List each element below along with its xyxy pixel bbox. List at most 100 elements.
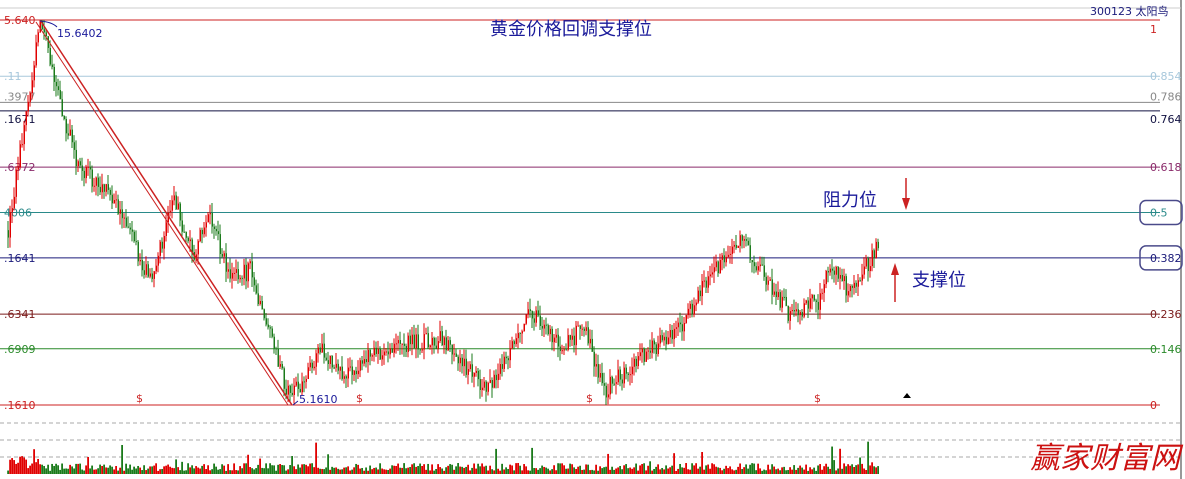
candle-body [461, 357, 463, 367]
candle-body [253, 277, 255, 286]
candle-body [293, 385, 295, 395]
candle-body [269, 327, 271, 329]
stock-code-name: 300123 太阳鸟 [1090, 4, 1169, 18]
volume-bar [531, 447, 533, 474]
volume-bar [417, 465, 419, 474]
candle-body [255, 285, 257, 294]
volume-bar [359, 468, 361, 474]
candle-body [425, 333, 427, 335]
volume-bar [195, 466, 197, 474]
candle-body [121, 209, 123, 219]
candle-body [487, 382, 489, 392]
candle-body [603, 383, 605, 386]
fib-left-label: .6341 [4, 308, 36, 321]
candle-body [715, 261, 717, 268]
volume-bar [615, 468, 617, 474]
volume-bar [243, 463, 245, 474]
candle-body [485, 381, 487, 392]
candle-body [799, 312, 801, 316]
volume-bar [647, 465, 649, 474]
candle-body [601, 373, 603, 384]
volume-bar [819, 464, 821, 474]
volume-bar [845, 466, 847, 474]
volume-bar [313, 467, 315, 474]
volume-bar [829, 468, 831, 474]
candle-body [453, 353, 455, 355]
volume-bar [185, 470, 187, 474]
volume-bar [847, 464, 849, 474]
volume-bar [579, 465, 581, 474]
candle-body [477, 370, 479, 380]
candle-body [171, 200, 173, 211]
candle-body [505, 356, 507, 359]
candle-body [693, 305, 695, 315]
volume-bar [699, 466, 701, 474]
candle-body [107, 184, 109, 190]
candle-body [657, 343, 659, 354]
volume-bar [215, 466, 217, 474]
volume-bar [849, 465, 851, 474]
candle-body [493, 374, 495, 388]
candle-body [585, 327, 587, 331]
volume-bar [435, 469, 437, 474]
candle-body [119, 209, 121, 214]
candle-body [87, 166, 89, 168]
volume-bar [747, 468, 749, 474]
volume-bar [127, 468, 129, 474]
fib-level-box [1139, 199, 1183, 226]
candle-body [863, 266, 865, 275]
volume-bar [375, 467, 377, 474]
volume-bar [875, 467, 877, 474]
volume-bar [605, 466, 607, 474]
candle-body [843, 276, 845, 282]
volume-bar [783, 466, 785, 474]
volume-bar [839, 448, 841, 474]
volume-bar [275, 470, 277, 474]
candle-body [761, 264, 763, 266]
candle-body [417, 334, 419, 350]
candle-body [189, 239, 191, 242]
candle-body [39, 20, 41, 33]
volume-bar [423, 464, 425, 474]
volume-bar [293, 466, 295, 474]
candle-body [779, 292, 781, 308]
volume-bar [181, 461, 183, 474]
candle-body [229, 269, 231, 279]
candle-body [719, 259, 721, 274]
candle-body [557, 334, 559, 347]
candle-body [827, 270, 829, 273]
volume-bar [263, 468, 265, 474]
volume-bar [631, 468, 633, 474]
volume-bar [781, 467, 783, 474]
volume-bar [737, 466, 739, 474]
candle-body [535, 310, 537, 323]
candle-body [695, 302, 697, 306]
candle-body [681, 324, 683, 332]
candle-body [351, 366, 353, 375]
candle-body [319, 347, 321, 353]
dollar-marker: $ [356, 392, 363, 405]
volume-bar [31, 463, 33, 474]
volume-bar [719, 467, 721, 474]
candle-body [133, 231, 135, 242]
volume-bar [221, 464, 223, 474]
volume-bar [141, 470, 143, 474]
candle-body [139, 259, 141, 262]
candle-body [755, 266, 757, 271]
volume-bar [729, 466, 731, 474]
volume-bar [465, 466, 467, 474]
candle-body [519, 332, 521, 334]
candle-body [861, 274, 863, 281]
candle-body [567, 335, 569, 350]
volume-bar [833, 460, 835, 474]
candle-body [809, 298, 811, 309]
volume-bar [283, 465, 285, 474]
candle-body [337, 363, 339, 371]
volume-bar [427, 463, 429, 474]
volume-bar [373, 467, 375, 474]
volume-bar [447, 465, 449, 474]
candle-body [679, 322, 681, 325]
candle-body [633, 358, 635, 367]
candle-body [815, 300, 817, 302]
volume-bar [297, 464, 299, 474]
